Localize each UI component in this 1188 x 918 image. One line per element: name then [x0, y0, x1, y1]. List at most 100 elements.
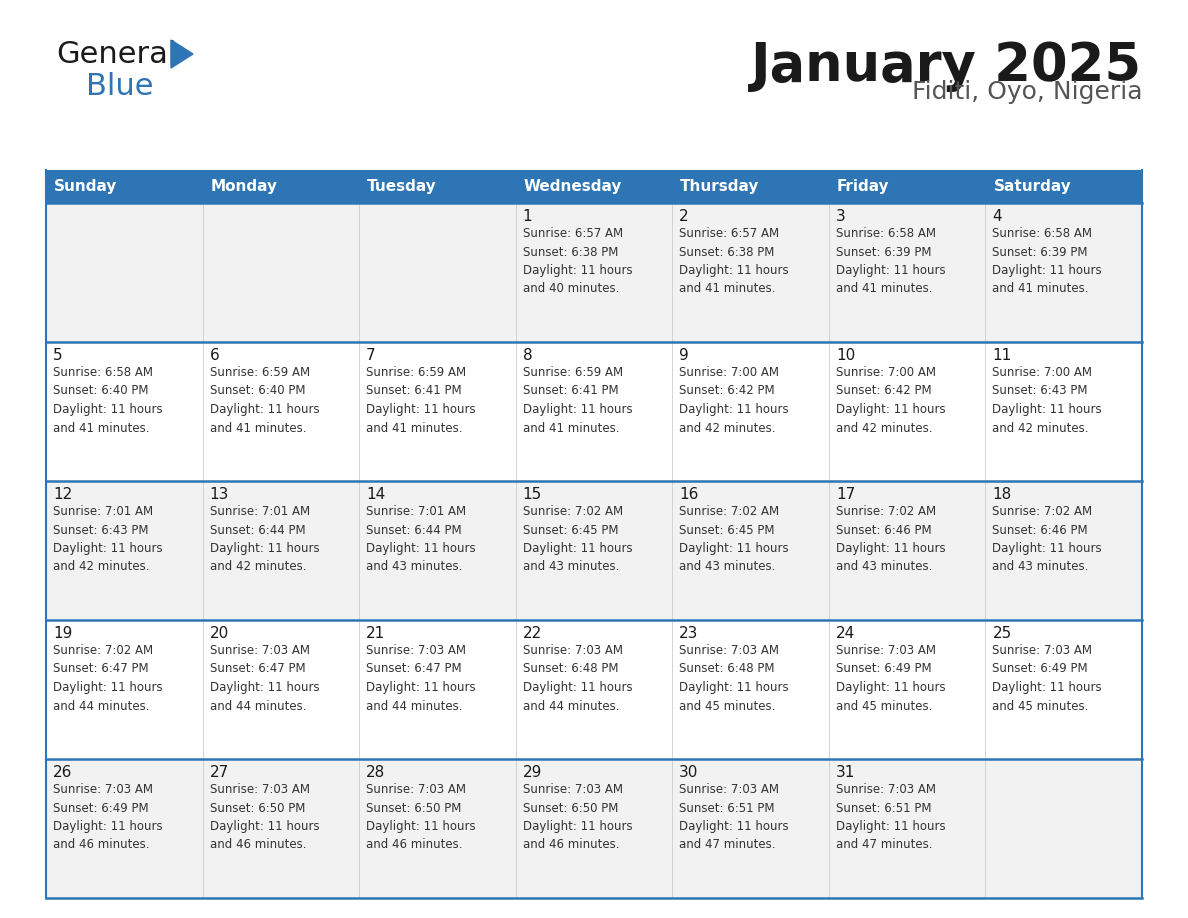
- Text: Sunrise: 6:58 AM
Sunset: 6:40 PM
Daylight: 11 hours
and 41 minutes.: Sunrise: 6:58 AM Sunset: 6:40 PM Dayligh…: [53, 366, 163, 434]
- Text: Friday: Friday: [836, 179, 890, 194]
- Bar: [46, 203, 203, 342]
- Text: Sunrise: 6:58 AM
Sunset: 6:39 PM
Daylight: 11 hours
and 41 minutes.: Sunrise: 6:58 AM Sunset: 6:39 PM Dayligh…: [836, 227, 946, 296]
- Bar: [829, 759, 985, 898]
- Bar: [203, 170, 359, 203]
- Text: Sunrise: 7:02 AM
Sunset: 6:46 PM
Daylight: 11 hours
and 43 minutes.: Sunrise: 7:02 AM Sunset: 6:46 PM Dayligh…: [992, 505, 1102, 574]
- Text: 4: 4: [992, 209, 1001, 224]
- Text: Fiditi, Oyo, Nigeria: Fiditi, Oyo, Nigeria: [911, 80, 1142, 104]
- Text: 18: 18: [992, 487, 1012, 502]
- Bar: [359, 620, 516, 759]
- Bar: [516, 170, 672, 203]
- Text: 16: 16: [680, 487, 699, 502]
- Text: Sunrise: 7:00 AM
Sunset: 6:42 PM
Daylight: 11 hours
and 42 minutes.: Sunrise: 7:00 AM Sunset: 6:42 PM Dayligh…: [680, 366, 789, 434]
- Bar: [359, 203, 516, 342]
- Bar: [672, 759, 829, 898]
- Text: 8: 8: [523, 348, 532, 363]
- Text: Blue: Blue: [86, 72, 153, 101]
- Text: 25: 25: [992, 626, 1012, 641]
- Text: Sunrise: 7:03 AM
Sunset: 6:48 PM
Daylight: 11 hours
and 45 minutes.: Sunrise: 7:03 AM Sunset: 6:48 PM Dayligh…: [680, 644, 789, 712]
- Text: 22: 22: [523, 626, 542, 641]
- Text: Sunrise: 7:02 AM
Sunset: 6:47 PM
Daylight: 11 hours
and 44 minutes.: Sunrise: 7:02 AM Sunset: 6:47 PM Dayligh…: [53, 644, 163, 712]
- Text: Sunrise: 6:59 AM
Sunset: 6:41 PM
Daylight: 11 hours
and 41 minutes.: Sunrise: 6:59 AM Sunset: 6:41 PM Dayligh…: [523, 366, 632, 434]
- Text: 23: 23: [680, 626, 699, 641]
- Text: 11: 11: [992, 348, 1012, 363]
- Bar: [985, 342, 1142, 481]
- Bar: [359, 342, 516, 481]
- Text: Sunrise: 7:00 AM
Sunset: 6:42 PM
Daylight: 11 hours
and 42 minutes.: Sunrise: 7:00 AM Sunset: 6:42 PM Dayligh…: [836, 366, 946, 434]
- Text: Sunrise: 7:03 AM
Sunset: 6:47 PM
Daylight: 11 hours
and 44 minutes.: Sunrise: 7:03 AM Sunset: 6:47 PM Dayligh…: [209, 644, 320, 712]
- Bar: [46, 170, 203, 203]
- Text: 12: 12: [53, 487, 72, 502]
- Bar: [829, 203, 985, 342]
- Text: Sunrise: 7:03 AM
Sunset: 6:51 PM
Daylight: 11 hours
and 47 minutes.: Sunrise: 7:03 AM Sunset: 6:51 PM Dayligh…: [680, 783, 789, 852]
- Text: Sunrise: 7:03 AM
Sunset: 6:48 PM
Daylight: 11 hours
and 44 minutes.: Sunrise: 7:03 AM Sunset: 6:48 PM Dayligh…: [523, 644, 632, 712]
- Bar: [516, 342, 672, 481]
- Text: Sunrise: 7:01 AM
Sunset: 6:43 PM
Daylight: 11 hours
and 42 minutes.: Sunrise: 7:01 AM Sunset: 6:43 PM Dayligh…: [53, 505, 163, 574]
- Text: 3: 3: [836, 209, 846, 224]
- Text: Sunrise: 7:03 AM
Sunset: 6:47 PM
Daylight: 11 hours
and 44 minutes.: Sunrise: 7:03 AM Sunset: 6:47 PM Dayligh…: [366, 644, 475, 712]
- Bar: [203, 759, 359, 898]
- Bar: [672, 620, 829, 759]
- Text: Sunrise: 7:03 AM
Sunset: 6:50 PM
Daylight: 11 hours
and 46 minutes.: Sunrise: 7:03 AM Sunset: 6:50 PM Dayligh…: [209, 783, 320, 852]
- Bar: [516, 620, 672, 759]
- Bar: [829, 481, 985, 620]
- Bar: [672, 481, 829, 620]
- Bar: [672, 203, 829, 342]
- Text: Wednesday: Wednesday: [524, 179, 623, 194]
- Text: 29: 29: [523, 765, 542, 780]
- Bar: [359, 759, 516, 898]
- Text: Sunrise: 7:03 AM
Sunset: 6:49 PM
Daylight: 11 hours
and 45 minutes.: Sunrise: 7:03 AM Sunset: 6:49 PM Dayligh…: [836, 644, 946, 712]
- Bar: [985, 759, 1142, 898]
- Text: Tuesday: Tuesday: [367, 179, 437, 194]
- Text: Monday: Monday: [210, 179, 278, 194]
- Text: Sunrise: 7:03 AM
Sunset: 6:50 PM
Daylight: 11 hours
and 46 minutes.: Sunrise: 7:03 AM Sunset: 6:50 PM Dayligh…: [523, 783, 632, 852]
- Bar: [46, 759, 203, 898]
- Polygon shape: [171, 40, 192, 68]
- Text: Sunrise: 6:58 AM
Sunset: 6:39 PM
Daylight: 11 hours
and 41 minutes.: Sunrise: 6:58 AM Sunset: 6:39 PM Dayligh…: [992, 227, 1102, 296]
- Text: Sunrise: 6:57 AM
Sunset: 6:38 PM
Daylight: 11 hours
and 41 minutes.: Sunrise: 6:57 AM Sunset: 6:38 PM Dayligh…: [680, 227, 789, 296]
- Bar: [46, 620, 203, 759]
- Text: 28: 28: [366, 765, 385, 780]
- Text: 1: 1: [523, 209, 532, 224]
- Text: 19: 19: [53, 626, 72, 641]
- Bar: [203, 481, 359, 620]
- Text: 24: 24: [836, 626, 855, 641]
- Bar: [516, 481, 672, 620]
- Text: 21: 21: [366, 626, 385, 641]
- Bar: [203, 342, 359, 481]
- Text: 6: 6: [209, 348, 220, 363]
- Text: 17: 17: [836, 487, 855, 502]
- Text: 31: 31: [836, 765, 855, 780]
- Text: Sunrise: 6:57 AM
Sunset: 6:38 PM
Daylight: 11 hours
and 40 minutes.: Sunrise: 6:57 AM Sunset: 6:38 PM Dayligh…: [523, 227, 632, 296]
- Bar: [829, 170, 985, 203]
- Text: 10: 10: [836, 348, 855, 363]
- Bar: [203, 620, 359, 759]
- Bar: [46, 481, 203, 620]
- Text: Sunrise: 7:00 AM
Sunset: 6:43 PM
Daylight: 11 hours
and 42 minutes.: Sunrise: 7:00 AM Sunset: 6:43 PM Dayligh…: [992, 366, 1102, 434]
- Text: Sunday: Sunday: [53, 179, 118, 194]
- Text: 27: 27: [209, 765, 229, 780]
- Text: Thursday: Thursday: [681, 179, 759, 194]
- Text: 14: 14: [366, 487, 385, 502]
- Bar: [985, 170, 1142, 203]
- Text: 26: 26: [53, 765, 72, 780]
- Text: Sunrise: 7:01 AM
Sunset: 6:44 PM
Daylight: 11 hours
and 42 minutes.: Sunrise: 7:01 AM Sunset: 6:44 PM Dayligh…: [209, 505, 320, 574]
- Text: Sunrise: 7:02 AM
Sunset: 6:45 PM
Daylight: 11 hours
and 43 minutes.: Sunrise: 7:02 AM Sunset: 6:45 PM Dayligh…: [523, 505, 632, 574]
- Bar: [359, 481, 516, 620]
- Text: 13: 13: [209, 487, 229, 502]
- Text: Sunrise: 7:03 AM
Sunset: 6:50 PM
Daylight: 11 hours
and 46 minutes.: Sunrise: 7:03 AM Sunset: 6:50 PM Dayligh…: [366, 783, 475, 852]
- Bar: [985, 481, 1142, 620]
- Bar: [516, 759, 672, 898]
- Bar: [829, 342, 985, 481]
- Bar: [672, 342, 829, 481]
- Bar: [672, 170, 829, 203]
- Bar: [46, 342, 203, 481]
- Text: 9: 9: [680, 348, 689, 363]
- Text: Sunrise: 7:03 AM
Sunset: 6:49 PM
Daylight: 11 hours
and 46 minutes.: Sunrise: 7:03 AM Sunset: 6:49 PM Dayligh…: [53, 783, 163, 852]
- Text: Sunrise: 7:01 AM
Sunset: 6:44 PM
Daylight: 11 hours
and 43 minutes.: Sunrise: 7:01 AM Sunset: 6:44 PM Dayligh…: [366, 505, 475, 574]
- Text: General: General: [56, 40, 176, 69]
- Text: 2: 2: [680, 209, 689, 224]
- Text: 30: 30: [680, 765, 699, 780]
- Text: Sunrise: 6:59 AM
Sunset: 6:41 PM
Daylight: 11 hours
and 41 minutes.: Sunrise: 6:59 AM Sunset: 6:41 PM Dayligh…: [366, 366, 475, 434]
- Text: Sunrise: 7:02 AM
Sunset: 6:45 PM
Daylight: 11 hours
and 43 minutes.: Sunrise: 7:02 AM Sunset: 6:45 PM Dayligh…: [680, 505, 789, 574]
